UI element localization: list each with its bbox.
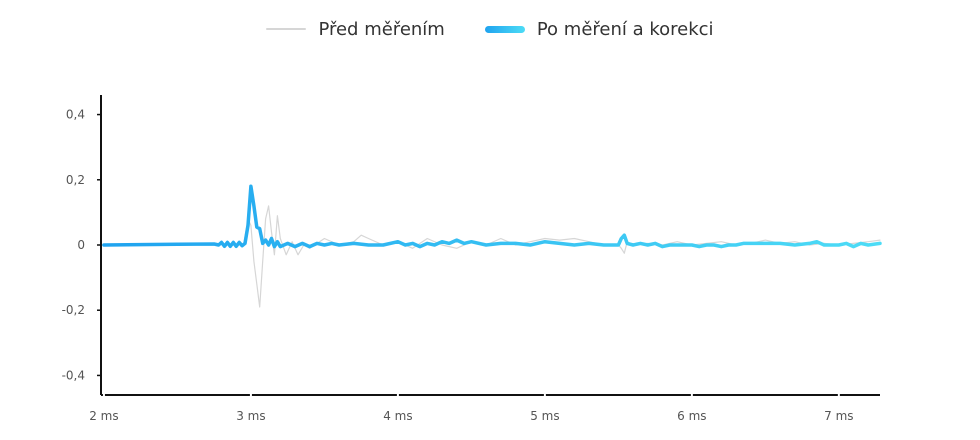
x-tick-label: 6 ms [677,409,706,423]
y-tick-label: -0,2 [62,303,85,317]
x-tick-label: 7 ms [824,409,853,423]
legend-item-before[interactable]: Před měřením [266,18,445,40]
series-line-before [103,205,881,308]
series-line-after [102,184,882,249]
tick-labels: 0,4 0,2 0 -0,2 -0,4 2 ms 3 ms 4 ms 5 ms 6 ms 7 ms [62,108,854,423]
axes [97,95,880,398]
legend-item-after[interactable]: Po měření a korekci [484,18,714,40]
legend-label-after: Po měření a korekci [536,18,714,40]
x-tick-label: 5 ms [530,409,559,423]
y-tick-label: 0,2 [66,173,85,187]
x-tick-label: 3 ms [236,409,265,423]
x-tick-label: 2 ms [89,409,118,423]
series-group [102,184,882,308]
legend-swatch-after [484,25,525,33]
legend-label-before: Před měřením [318,18,445,40]
legend-swatch-before [266,28,307,30]
y-tick-label: 0,4 [66,108,85,122]
y-tick-label: -0,4 [62,368,85,382]
y-tick-label: 0 [77,238,85,252]
chart-legend: Před měřením Po měření a korekci [0,14,980,44]
x-tick-label: 4 ms [383,409,412,423]
